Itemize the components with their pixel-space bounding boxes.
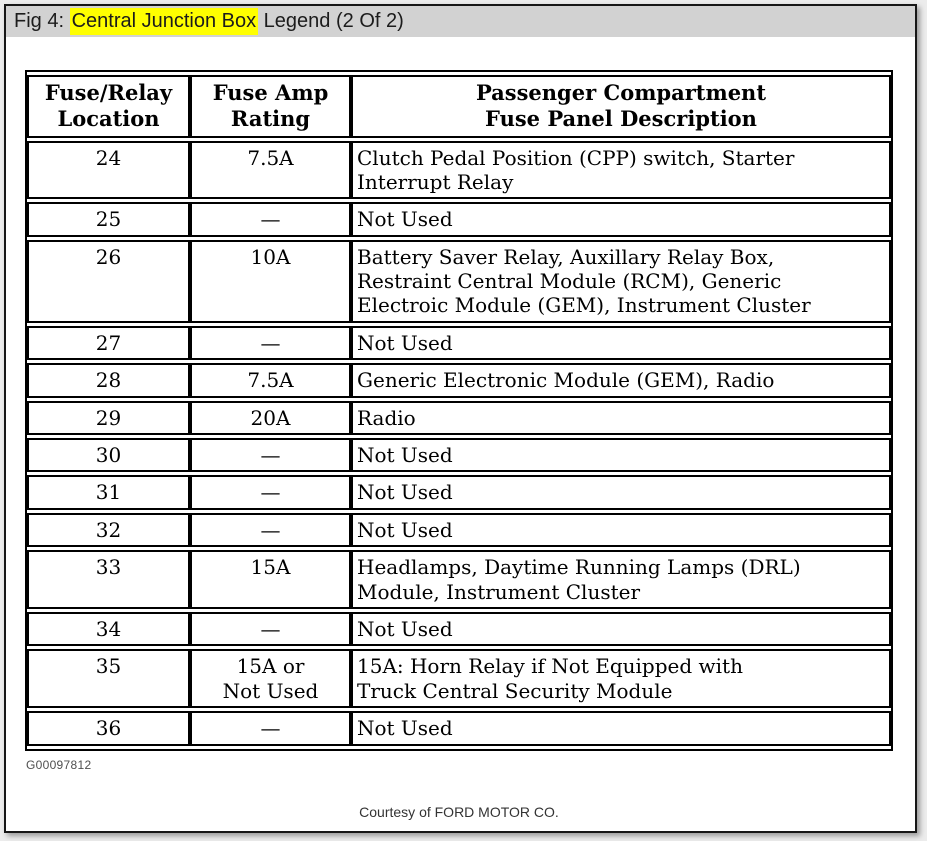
fuse-description: Generic Electronic Module (GEM), Radio: [351, 363, 891, 398]
fuse-location: 29: [27, 400, 190, 436]
courtesy-line: Courtesy of FORD MOTOR CO.: [359, 803, 559, 820]
fuse-description: Not Used: [351, 438, 891, 473]
caption-highlight: Central Junction Box: [69, 8, 259, 35]
fuse-location: 25: [27, 202, 190, 237]
fuse-amp-rating: 15A: [190, 550, 351, 609]
fuse-location: 26: [27, 239, 190, 323]
fuse-description: Not Used: [351, 202, 891, 237]
fuse-description: Radio: [351, 400, 891, 436]
figure-id: G00097812: [26, 757, 92, 772]
fuse-amp-rating: 7.5A: [190, 140, 351, 200]
fuse-description: Not Used: [351, 475, 891, 510]
figure-caption-bar: Fig 4: Central Junction Box Legend (2 Of…: [6, 6, 915, 37]
fuse-description: Headlamps, Daytime Running Lamps (DRL) M…: [351, 550, 891, 609]
caption-prefix: Fig 4:: [14, 10, 70, 32]
fuse-location: 31: [27, 475, 190, 510]
fuse-location: 33: [27, 550, 190, 609]
col-header-description: Passenger Compartment Fuse Panel Descrip…: [351, 75, 891, 138]
fuse-description: Battery Saver Relay, Auxillary Relay Box…: [351, 239, 891, 323]
table-header-row: Fuse/Relay Location Fuse Amp Rating Pass…: [27, 75, 891, 138]
table-row: 35 15A or Not Used 15A: Horn Relay if No…: [27, 649, 891, 709]
table-row: 27 — Not Used: [27, 325, 891, 361]
figure-panel: Fig 4: Central Junction Box Legend (2 Of…: [4, 4, 917, 833]
table-row: 34 — Not Used: [27, 611, 891, 647]
table-row: 36 — Not Used: [27, 711, 891, 746]
fuse-amp-rating: —: [190, 325, 351, 361]
table-row: 31 — Not Used: [27, 475, 891, 510]
fuse-amp-rating: —: [190, 438, 351, 473]
table-row: 28 7.5A Generic Electronic Module (GEM),…: [27, 363, 891, 398]
fuse-description: Not Used: [351, 512, 891, 548]
fuse-amp-rating: 15A or Not Used: [190, 649, 351, 709]
fuse-description: Not Used: [351, 611, 891, 647]
fuse-description: Not Used: [351, 325, 891, 361]
figure-content: Fuse/Relay Location Fuse Amp Rating Pass…: [6, 37, 915, 820]
fuse-location: 35: [27, 649, 190, 709]
table-row: 29 20A Radio: [27, 400, 891, 436]
fuse-description: Clutch Pedal Position (CPP) switch, Star…: [351, 140, 891, 200]
table-row: 26 10A Battery Saver Relay, Auxillary Re…: [27, 239, 891, 323]
fuse-amp-rating: —: [190, 475, 351, 510]
fuse-location: 27: [27, 325, 190, 361]
table-row: 30 — Not Used: [27, 438, 891, 473]
fuse-location: 32: [27, 512, 190, 548]
table-row: 32 — Not Used: [27, 512, 891, 548]
table-row: 25 — Not Used: [27, 202, 891, 237]
table-row: 24 7.5A Clutch Pedal Position (CPP) swit…: [27, 140, 891, 200]
fuse-location: 28: [27, 363, 190, 398]
fuse-amp-rating: —: [190, 711, 351, 746]
fuse-amp-rating: 10A: [190, 239, 351, 323]
col-header-fuse-relay-location: Fuse/Relay Location: [27, 75, 190, 138]
fuse-description: 15A: Horn Relay if Not Equipped with Tru…: [351, 649, 891, 709]
table-row: 33 15A Headlamps, Daytime Running Lamps …: [27, 550, 891, 609]
fuse-amp-rating: —: [190, 611, 351, 647]
col-header-fuse-amp-rating: Fuse Amp Rating: [190, 75, 351, 138]
fuse-amp-rating: 20A: [190, 400, 351, 436]
fuse-amp-rating: —: [190, 512, 351, 548]
fuse-legend-table: Fuse/Relay Location Fuse Amp Rating Pass…: [25, 70, 893, 751]
fuse-location: 34: [27, 611, 190, 647]
caption-suffix: Legend (2 Of 2): [258, 10, 404, 32]
fuse-location: 36: [27, 711, 190, 746]
fuse-location: 30: [27, 438, 190, 473]
fuse-amp-rating: 7.5A: [190, 363, 351, 398]
fuse-location: 24: [27, 140, 190, 200]
fuse-description: Not Used: [351, 711, 891, 746]
fuse-amp-rating: —: [190, 202, 351, 237]
